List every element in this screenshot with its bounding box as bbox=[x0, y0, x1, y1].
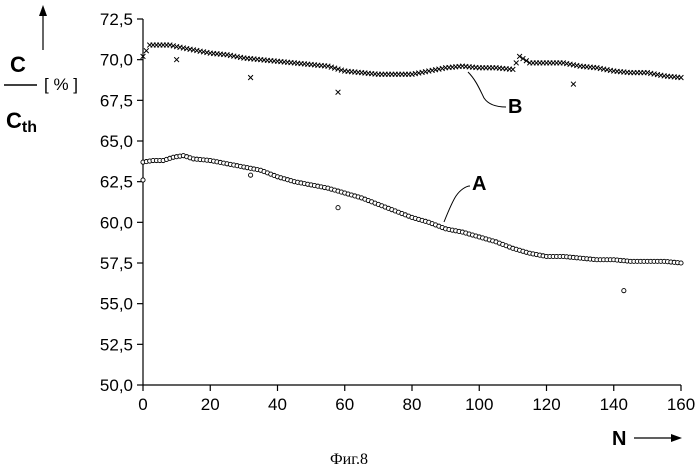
series-b bbox=[141, 43, 684, 95]
series-b-point bbox=[679, 75, 684, 80]
series-a-point bbox=[141, 178, 145, 182]
series-b-point bbox=[144, 48, 149, 53]
y-tick-label: 57,5 bbox=[100, 254, 133, 273]
y-arrow-head bbox=[39, 5, 47, 16]
x-label: N bbox=[612, 428, 626, 450]
series-a-point bbox=[336, 206, 340, 210]
x-tick-label: 20 bbox=[201, 395, 220, 414]
y-tick-label: 62,5 bbox=[100, 173, 133, 192]
y-tick-label: 60,0 bbox=[100, 213, 133, 232]
x-tick-label: 100 bbox=[465, 395, 493, 414]
y-label-denominator: Cth bbox=[6, 108, 37, 136]
series-a-leader bbox=[444, 186, 470, 222]
x-tick-label: 40 bbox=[268, 395, 287, 414]
series-a-point bbox=[622, 289, 626, 293]
figure-caption: Фиг.8 bbox=[330, 451, 368, 468]
series-b-point bbox=[168, 43, 173, 48]
series-b-point bbox=[336, 90, 341, 95]
y-tick-label: 65,0 bbox=[100, 132, 133, 151]
x-tick-label: 120 bbox=[532, 395, 560, 414]
series-b-point bbox=[514, 61, 519, 66]
series-a bbox=[141, 154, 683, 293]
series-b-leader bbox=[468, 72, 506, 107]
x-tick-label: 60 bbox=[335, 395, 354, 414]
data-marks bbox=[141, 43, 684, 293]
series-a-point bbox=[679, 261, 683, 265]
x-tick-label: 80 bbox=[403, 395, 422, 414]
y-tick-label: 70,0 bbox=[100, 51, 133, 70]
series-a-label: A bbox=[472, 173, 486, 195]
y-label-unit: [ % ] bbox=[44, 75, 78, 94]
y-tick-label: 50,0 bbox=[100, 376, 133, 395]
y-tick-label: 72,5 bbox=[100, 10, 133, 29]
x-tick-label: 160 bbox=[667, 395, 695, 414]
y-ticks: 50,0 52,5 55,0 57,5 60,0 62,5 65,0 67,5 70,0 72,5 bbox=[100, 10, 143, 395]
series-b-point bbox=[248, 75, 253, 80]
series-b-point bbox=[571, 82, 576, 87]
y-tick-label: 67,5 bbox=[100, 91, 133, 110]
y-tick-label: 55,0 bbox=[100, 295, 133, 314]
series-b-label: B bbox=[508, 96, 522, 118]
series-a-point bbox=[249, 173, 253, 177]
series-b-point bbox=[171, 43, 176, 48]
series-b-point bbox=[174, 57, 179, 62]
series-b-point bbox=[510, 67, 515, 72]
x-arrow-head bbox=[671, 434, 682, 442]
x-tick-label: 140 bbox=[600, 395, 628, 414]
y-label-denominator-main: C bbox=[6, 108, 22, 133]
y-tick-label: 52,5 bbox=[100, 335, 133, 354]
x-ticks: 0 20 40 60 80 100 120 140 160 bbox=[138, 385, 695, 414]
y-label-numerator: C bbox=[10, 52, 26, 77]
y-label-denominator-sub: th bbox=[22, 119, 37, 136]
x-tick-label: 0 bbox=[138, 395, 147, 414]
